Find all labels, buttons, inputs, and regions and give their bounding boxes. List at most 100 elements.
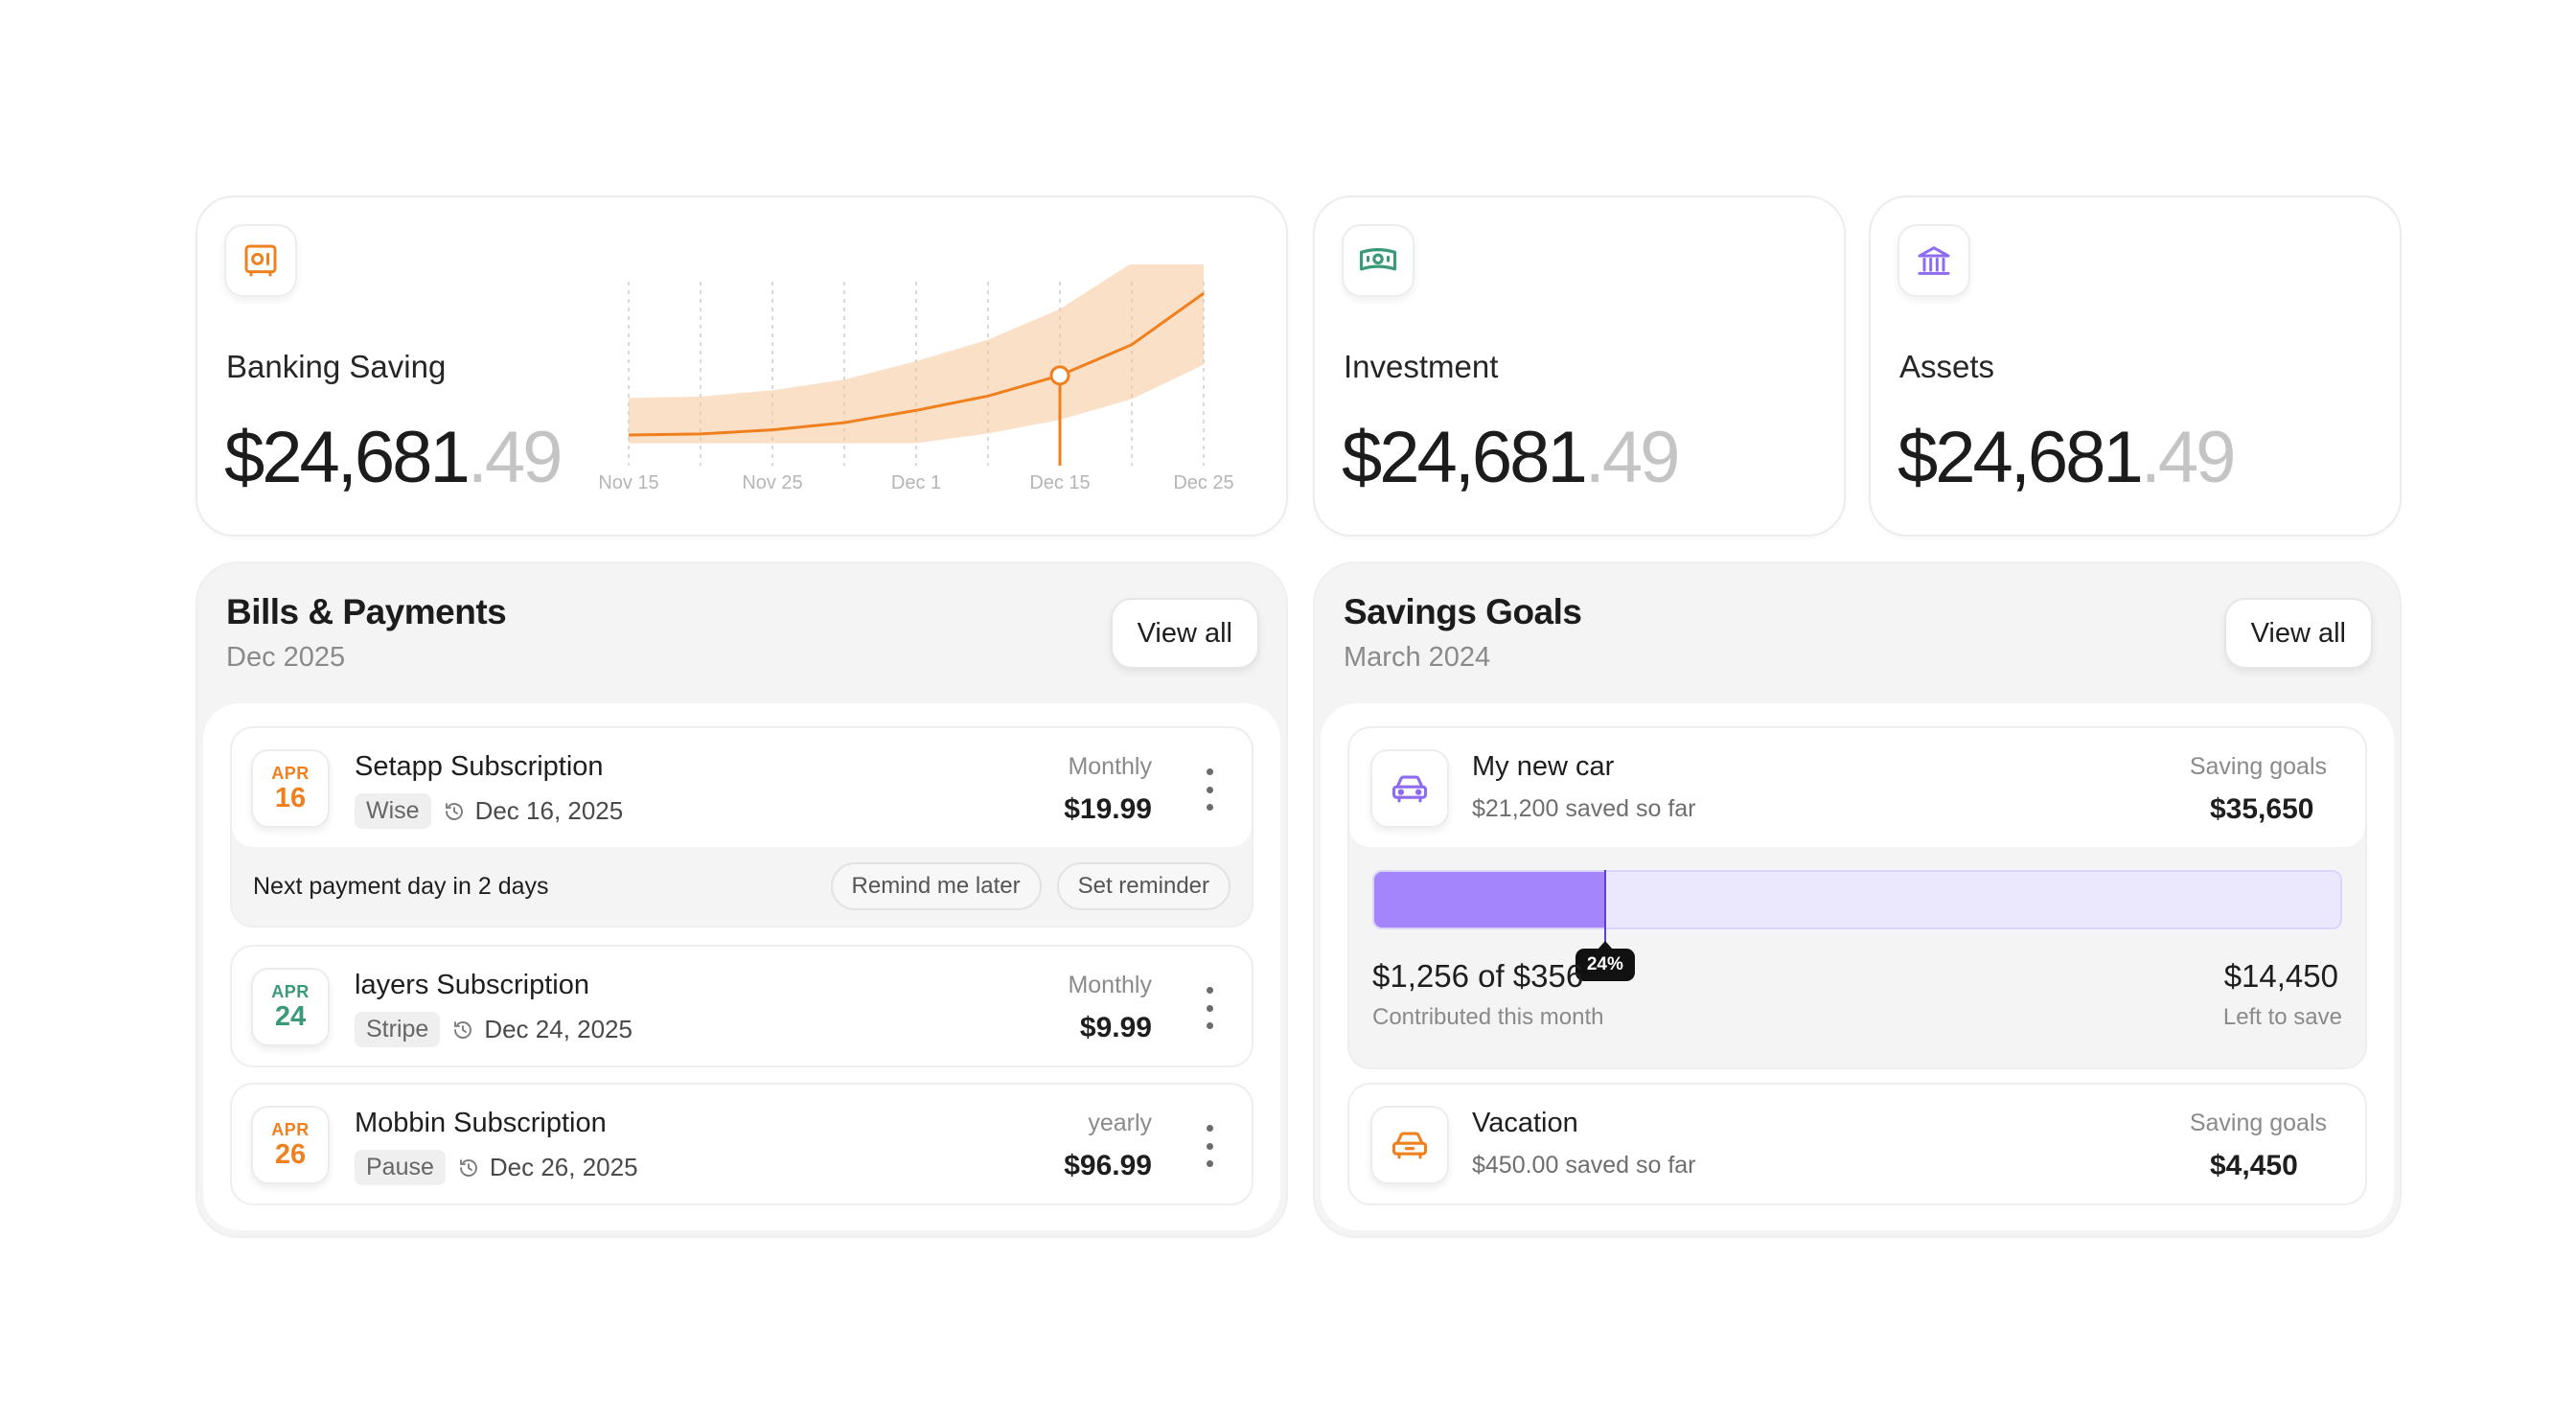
goals-title: Savings Goals [1344,592,1582,631]
date-badge: APR 24 [251,968,330,1046]
more-options-icon[interactable] [1204,1125,1215,1167]
payment-method-tag: Wise [355,793,431,829]
goal-name: Vacation [1472,1108,1578,1138]
bank-building-icon [1898,224,1970,297]
next-payment-note: Next payment day in 2 days [253,872,549,900]
goal-progress: 24% $1,256 of $356 Contributed this mont… [1349,847,2365,1067]
car-icon [1370,1106,1449,1184]
progress-percent-badge: 24% [1575,949,1635,981]
goal-item-car[interactable]: My new car $21,200 saved so far Saving g… [1347,726,2367,1069]
banknote-icon [1342,224,1414,297]
investment-label: Investment [1344,349,1499,384]
banking-saving-label: Banking Saving [226,349,447,384]
x-tick-label: Nov 25 [742,472,802,493]
bill-meta: Pause Dec 26, 2025 [355,1150,638,1185]
bill-price: $19.99 [1064,793,1152,825]
payment-reminder: Next payment day in 2 days Remind me lat… [232,847,1252,926]
goals-view-all-button[interactable]: View all [2223,598,2373,669]
goals-subtitle: March 2024 [1344,642,1491,673]
due-date: Dec 24, 2025 [451,1015,632,1044]
bill-item-mobbin[interactable]: APR 26 Mobbin Subscription Pause Dec 26,… [230,1083,1254,1205]
bill-name: Mobbin Subscription [355,1108,607,1138]
goal-target: $4,450 [2210,1150,2298,1181]
bills-view-all-button[interactable]: View all [1110,598,1259,669]
savings-trend-chart[interactable]: Nov 15 Nov 25 Dec 1 Dec 15 Dec 25 [581,264,1271,494]
bill-item-setapp[interactable]: APR 16 Setapp Subscription Wise Dec 16, … [230,726,1254,928]
bill-frequency: Monthly [1068,972,1152,998]
bill-meta: Stripe Dec 24, 2025 [355,1012,632,1047]
bill-row[interactable]: APR 24 layers Subscription Stripe Dec 24… [232,947,1252,1065]
bill-price: $96.99 [1064,1150,1152,1181]
bill-row[interactable]: APR 16 Setapp Subscription Wise Dec 16, … [232,728,1252,847]
date-month: APR [271,1120,310,1139]
goal-row[interactable]: My new car $21,200 saved so far Saving g… [1349,728,2365,847]
banking-saving-amount: $24,681.49 [224,417,563,498]
series-line [628,291,1205,437]
contributed-label: Contributed this month [1372,1004,1604,1030]
due-date: Dec 26, 2025 [457,1153,638,1182]
x-tick-label: Dec 25 [1173,472,1233,493]
date-day: 26 [274,1139,307,1170]
bill-frequency: Monthly [1068,753,1152,780]
recurring-icon [454,1020,472,1039]
set-reminder-button[interactable]: Set reminder [1056,862,1230,910]
goal-row[interactable]: Vacation $450.00 saved so far Saving goa… [1349,1085,2365,1203]
date-month: APR [271,982,310,1001]
date-badge: APR 26 [251,1106,330,1184]
investment-card[interactable]: Investment $24,681.49 [1313,195,1846,537]
goal-saved: $21,200 saved so far [1472,795,1696,822]
due-date-text: Dec 16, 2025 [474,796,624,825]
left-to-save-label: Left to save [2222,1004,2342,1030]
banking-saving-card[interactable]: Banking Saving $24,681.49 Nov 15 Nov 25 De… [196,195,1288,537]
bill-row[interactable]: APR 26 Mobbin Subscription Pause Dec 26,… [232,1085,1252,1203]
x-tick-label: Dec 15 [1029,472,1090,493]
goal-caption: Saving goals [2189,1110,2327,1136]
bill-item-layers[interactable]: APR 24 layers Subscription Stripe Dec 24… [230,945,1254,1067]
goal-name: My new car [1472,751,1615,782]
more-options-icon[interactable] [1204,987,1215,1029]
due-date-text: Dec 24, 2025 [484,1015,632,1043]
bill-meta: Wise Dec 16, 2025 [355,793,623,829]
date-month: APR [271,764,310,783]
contributed-amount: $1,256 of $356 [1372,958,1584,994]
investment-amount: $24,681.49 [1342,417,1680,498]
date-day: 24 [274,1001,307,1032]
bills-subtitle: Dec 2025 [226,642,346,673]
date-badge: APR 16 [251,749,330,828]
due-date-text: Dec 26, 2025 [489,1153,638,1181]
progress-track[interactable] [1372,870,2342,929]
goal-saved: $450.00 saved so far [1472,1152,1696,1179]
left-to-save-amount: $14,450 [2223,958,2338,994]
progress-marker [1603,870,1606,947]
assets-label: Assets [1899,349,1995,384]
payment-method-tag: Pause [355,1150,446,1185]
assets-amount: $24,681.49 [1898,417,2236,498]
highlight-point[interactable] [1049,365,1070,386]
recurring-icon [459,1158,477,1177]
bill-frequency: yearly [1088,1110,1152,1136]
x-tick-label: Nov 15 [598,472,658,493]
car-icon [1370,749,1449,828]
bill-price: $9.99 [1079,1012,1152,1043]
more-options-icon[interactable] [1204,768,1215,811]
safe-icon [224,224,297,297]
date-day: 16 [274,783,307,813]
goals-list: My new car $21,200 saved so far Saving g… [1321,703,2394,1230]
assets-card[interactable]: Assets $24,681.49 [1869,195,2402,537]
bills-payments-panel: Bills & Payments Dec 2025 View all APR 1… [196,561,1288,1238]
remind-later-button[interactable]: Remind me later [830,862,1042,910]
goal-target: $35,650 [2210,793,2314,825]
bills-list: APR 16 Setapp Subscription Wise Dec 16, … [203,703,1280,1230]
payment-method-tag: Stripe [355,1012,441,1047]
goal-caption: Saving goals [2189,753,2327,780]
bills-title: Bills & Payments [226,592,507,631]
due-date: Dec 16, 2025 [443,796,624,826]
recurring-icon [445,802,463,820]
progress-fill [1374,872,1606,928]
x-tick-label: Dec 1 [891,472,941,493]
savings-goals-panel: Savings Goals March 2024 View all My new… [1313,561,2402,1238]
goal-item-vacation[interactable]: Vacation $450.00 saved so far Saving goa… [1347,1083,2367,1205]
bill-name: layers Subscription [355,970,589,1000]
bill-name: Setapp Subscription [355,751,604,782]
